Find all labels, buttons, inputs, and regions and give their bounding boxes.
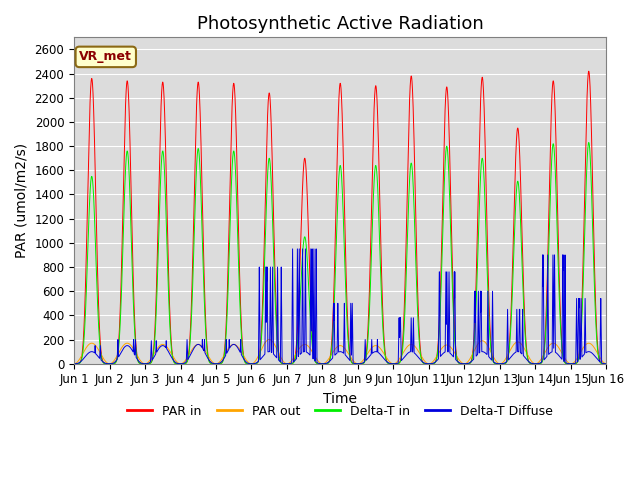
PAR out — [460, 360, 467, 366]
Y-axis label: PAR (umol/m2/s): PAR (umol/m2/s) — [15, 143, 29, 258]
Delta-T Diffuse — [70, 361, 78, 367]
PAR out — [490, 354, 497, 360]
PAR in — [603, 361, 611, 367]
X-axis label: Time: Time — [323, 392, 357, 406]
PAR out — [321, 360, 328, 366]
PAR in — [320, 361, 328, 367]
Delta-T in — [430, 360, 438, 366]
Line: Delta-T Diffuse: Delta-T Diffuse — [74, 249, 607, 364]
PAR out — [166, 348, 173, 354]
Text: VR_met: VR_met — [79, 50, 132, 63]
Delta-T Diffuse — [166, 351, 173, 357]
PAR in — [602, 361, 610, 367]
Legend: PAR in, PAR out, Delta-T in, Delta-T Diffuse: PAR in, PAR out, Delta-T in, Delta-T Dif… — [122, 400, 558, 423]
Delta-T Diffuse — [289, 246, 296, 252]
Delta-T in — [166, 320, 173, 325]
PAR in — [70, 361, 78, 367]
PAR in — [490, 359, 497, 365]
Delta-T Diffuse — [602, 361, 610, 367]
Title: Photosynthetic Active Radiation: Photosynthetic Active Radiation — [197, 15, 484, 33]
Delta-T in — [603, 361, 611, 367]
PAR out — [430, 358, 438, 363]
PAR out — [602, 361, 610, 367]
Delta-T Diffuse — [321, 361, 328, 367]
Line: PAR out: PAR out — [74, 339, 607, 364]
PAR in — [166, 306, 173, 312]
Delta-T in — [320, 361, 328, 367]
PAR out — [266, 336, 273, 342]
Delta-T Diffuse — [430, 360, 438, 366]
PAR out — [70, 361, 78, 367]
Delta-T in — [460, 361, 467, 367]
Delta-T Diffuse — [490, 359, 497, 365]
PAR in — [460, 361, 467, 367]
Delta-T in — [70, 361, 78, 367]
Delta-T in — [490, 360, 497, 365]
Delta-T Diffuse — [603, 361, 611, 367]
Delta-T Diffuse — [460, 361, 467, 367]
Line: Delta-T in: Delta-T in — [74, 143, 607, 364]
Delta-T in — [602, 361, 610, 367]
PAR out — [603, 361, 611, 367]
PAR in — [585, 68, 593, 74]
Delta-T in — [585, 140, 593, 145]
Line: PAR in: PAR in — [74, 71, 607, 364]
PAR in — [430, 360, 438, 366]
